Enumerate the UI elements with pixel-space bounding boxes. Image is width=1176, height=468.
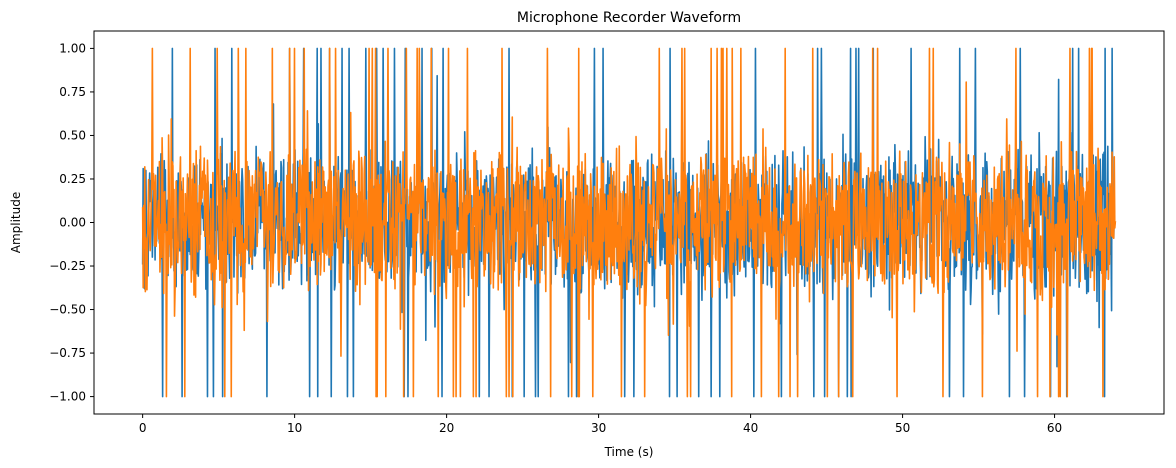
x-axis-label: Time (s): [604, 445, 654, 459]
y-tick-label: −0.75: [49, 346, 86, 360]
x-tick-label: 0: [139, 421, 147, 435]
x-tick-label: 40: [743, 421, 758, 435]
x-tick-label: 30: [591, 421, 606, 435]
y-tick-label: 0.25: [59, 172, 86, 186]
y-tick-label: −1.00: [49, 390, 86, 404]
x-tick-label: 10: [287, 421, 302, 435]
x-tick-label: 20: [439, 421, 454, 435]
x-tick-label: 60: [1047, 421, 1062, 435]
y-axis-label: Amplitude: [9, 192, 23, 254]
y-tick-label: −0.50: [49, 303, 86, 317]
x-axis: 0 10 20 30 40 50 60: [139, 414, 1062, 435]
series-line-2: [141, 47, 1117, 398]
x-tick-label: 50: [895, 421, 910, 435]
chart-title: Microphone Recorder Waveform: [517, 10, 741, 26]
y-tick-label: −0.25: [49, 259, 86, 273]
y-tick-label: 0.75: [59, 85, 86, 99]
y-tick-label: 1.00: [59, 41, 86, 55]
y-tick-label: 0.50: [59, 128, 86, 142]
y-tick-label: 0.00: [59, 216, 86, 230]
y-axis: −1.00 −0.75 −0.50 −0.25 0.00 0.25 0.50 0.75 1.00: [49, 41, 94, 404]
